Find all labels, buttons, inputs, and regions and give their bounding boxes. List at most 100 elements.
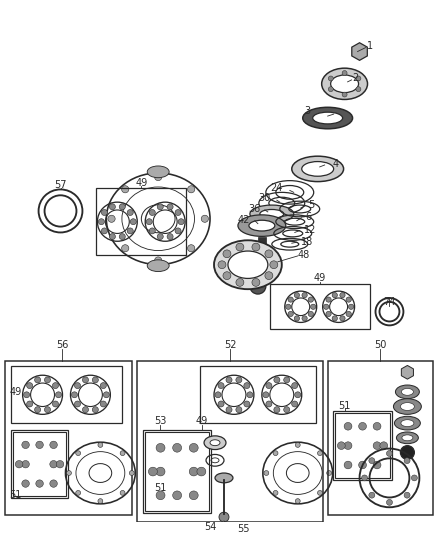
- Circle shape: [156, 467, 165, 476]
- Text: 51: 51: [10, 489, 22, 499]
- Ellipse shape: [400, 402, 414, 410]
- Circle shape: [348, 304, 354, 309]
- Bar: [258, 237, 266, 251]
- Circle shape: [173, 443, 182, 452]
- Circle shape: [215, 392, 221, 398]
- Ellipse shape: [292, 156, 343, 182]
- Circle shape: [36, 441, 43, 449]
- Bar: [11, 430, 68, 498]
- Circle shape: [127, 228, 133, 234]
- Text: 52: 52: [224, 340, 236, 350]
- Circle shape: [359, 461, 367, 469]
- Circle shape: [226, 377, 232, 383]
- Circle shape: [284, 377, 290, 383]
- Circle shape: [236, 377, 242, 383]
- Text: 57: 57: [54, 180, 67, 190]
- Text: 49: 49: [135, 177, 147, 188]
- Ellipse shape: [393, 399, 421, 414]
- Circle shape: [274, 377, 280, 383]
- Ellipse shape: [260, 209, 284, 219]
- Circle shape: [22, 441, 29, 449]
- Circle shape: [342, 92, 347, 97]
- Text: 30: 30: [259, 193, 271, 203]
- Circle shape: [22, 480, 29, 487]
- Ellipse shape: [331, 75, 359, 93]
- Circle shape: [56, 392, 62, 398]
- Circle shape: [120, 490, 125, 495]
- Circle shape: [76, 451, 81, 456]
- Circle shape: [119, 204, 125, 210]
- Ellipse shape: [147, 260, 169, 272]
- Ellipse shape: [401, 389, 413, 395]
- Circle shape: [380, 442, 388, 449]
- Polygon shape: [352, 43, 367, 60]
- Text: 1: 1: [367, 41, 373, 51]
- Bar: [332, 411, 392, 480]
- Circle shape: [15, 461, 23, 468]
- Text: 42: 42: [238, 215, 250, 225]
- Circle shape: [265, 250, 273, 258]
- Circle shape: [302, 293, 307, 298]
- Circle shape: [119, 233, 125, 239]
- Circle shape: [369, 492, 375, 498]
- Text: 56: 56: [57, 340, 69, 350]
- Circle shape: [108, 215, 115, 222]
- Circle shape: [76, 490, 81, 495]
- Circle shape: [82, 377, 88, 383]
- Ellipse shape: [147, 166, 169, 177]
- Circle shape: [35, 377, 41, 383]
- Text: 12: 12: [304, 224, 316, 235]
- Circle shape: [45, 377, 50, 383]
- Circle shape: [252, 243, 260, 251]
- Text: 49: 49: [10, 387, 22, 397]
- Circle shape: [122, 185, 129, 193]
- Circle shape: [236, 243, 244, 251]
- Circle shape: [318, 451, 322, 456]
- Circle shape: [340, 293, 345, 298]
- Circle shape: [288, 297, 293, 302]
- Circle shape: [130, 219, 136, 225]
- Bar: [270, 284, 370, 329]
- Circle shape: [98, 499, 103, 504]
- Circle shape: [284, 407, 290, 413]
- Bar: [145, 432, 209, 511]
- Circle shape: [324, 304, 329, 309]
- Circle shape: [344, 461, 352, 469]
- Circle shape: [302, 316, 307, 321]
- Circle shape: [173, 491, 182, 500]
- Ellipse shape: [400, 446, 414, 459]
- Circle shape: [120, 451, 125, 456]
- Circle shape: [292, 401, 298, 407]
- Circle shape: [373, 442, 381, 449]
- Ellipse shape: [215, 473, 233, 483]
- Circle shape: [53, 401, 59, 407]
- Circle shape: [342, 70, 347, 76]
- Circle shape: [67, 471, 71, 475]
- Ellipse shape: [313, 112, 343, 124]
- Circle shape: [146, 219, 152, 225]
- Circle shape: [295, 499, 300, 504]
- Circle shape: [56, 461, 64, 468]
- Circle shape: [340, 316, 345, 321]
- Circle shape: [404, 492, 410, 498]
- Circle shape: [45, 407, 50, 413]
- Circle shape: [27, 383, 33, 389]
- Bar: [328, 360, 433, 515]
- Circle shape: [295, 442, 300, 447]
- Ellipse shape: [395, 416, 420, 430]
- Circle shape: [175, 209, 181, 215]
- Circle shape: [361, 475, 367, 481]
- Circle shape: [101, 228, 107, 234]
- Text: 6: 6: [306, 212, 312, 222]
- Circle shape: [157, 204, 163, 210]
- Circle shape: [219, 512, 229, 522]
- Circle shape: [369, 458, 375, 464]
- Circle shape: [155, 257, 162, 264]
- Circle shape: [156, 491, 165, 500]
- Circle shape: [218, 261, 226, 269]
- Circle shape: [71, 392, 78, 398]
- Circle shape: [250, 278, 266, 294]
- Circle shape: [74, 383, 81, 389]
- Circle shape: [270, 261, 278, 269]
- Text: 24: 24: [271, 183, 283, 193]
